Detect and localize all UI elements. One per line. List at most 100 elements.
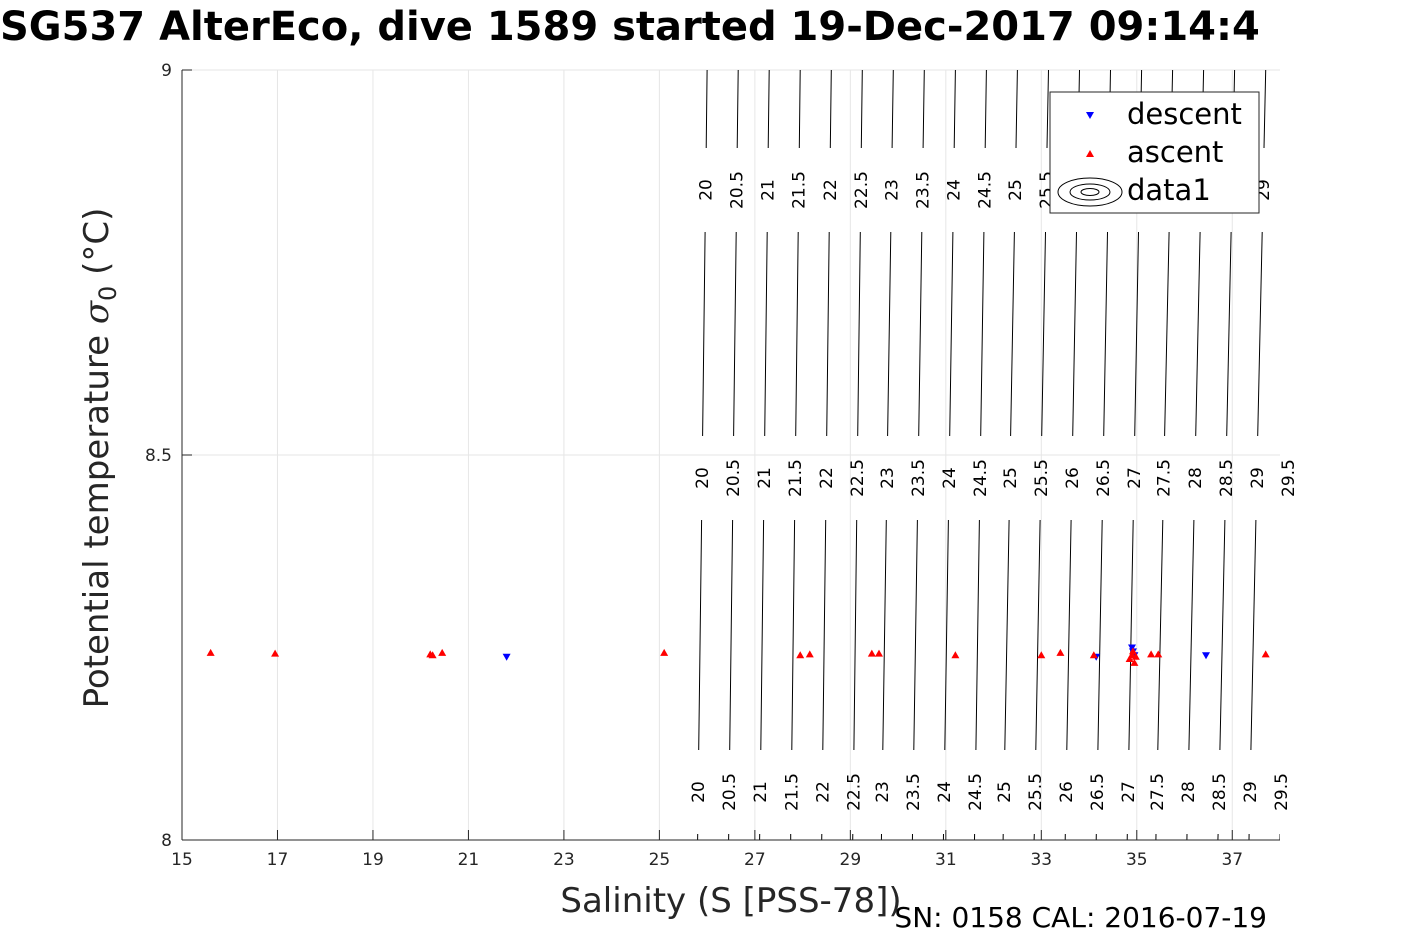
contour-label: 28.5 [1217, 459, 1237, 497]
contour-label: 25 [1006, 179, 1026, 201]
footer-serial-cal: SN: 0158 CAL: 2016-07-19 [894, 901, 1267, 934]
legend-data1-label: data1 [1127, 173, 1211, 207]
ascent-marker [1154, 650, 1163, 658]
ascent-marker [428, 651, 437, 659]
contour-label: 26 [1057, 781, 1077, 803]
legend-contour-icon [1057, 177, 1123, 207]
contour-label: 22 [813, 781, 833, 803]
contour-line [697, 70, 708, 840]
descent-marker [1128, 644, 1137, 652]
contour-label: 24.5 [976, 171, 996, 209]
contour-line [728, 70, 739, 840]
contour-label: 22.5 [852, 171, 872, 209]
y-axis-label-subscript: 0 [94, 286, 122, 301]
contour-label: 20 [689, 781, 709, 803]
contour-label: 22.5 [848, 459, 868, 497]
legend-ascent-label: ascent [1127, 135, 1223, 169]
x-tick-label: 27 [744, 850, 766, 870]
x-tick-label: 17 [267, 850, 289, 870]
ascent-marker [874, 649, 883, 657]
contour-label: 22 [817, 467, 837, 489]
contour-label: 23 [873, 781, 893, 803]
legend-descent-label: descent [1127, 97, 1242, 131]
contour-line [880, 70, 894, 840]
x-tick-label: 35 [1126, 850, 1148, 870]
contour-label: 26.5 [1094, 459, 1114, 497]
contour-label: 23.5 [914, 171, 934, 209]
contour-label: 22 [821, 179, 841, 201]
contour-label: 26 [1063, 467, 1083, 489]
x-tick-label: 21 [458, 850, 480, 870]
contour-label: 28 [1186, 467, 1206, 489]
data-layer [206, 644, 1270, 666]
ascent-marker [1056, 648, 1065, 656]
contour-line [911, 70, 925, 840]
contour-label: 23.5 [909, 459, 929, 497]
descent-marker [502, 653, 511, 661]
contour-label: 24 [935, 781, 955, 803]
legend-descent-marker [1086, 112, 1094, 119]
contour-label: 21 [751, 781, 771, 803]
y-axis-label-main: Potential temperature [77, 324, 117, 708]
contour-line [1033, 70, 1049, 840]
ascent-marker [206, 648, 215, 656]
ascent-marker [1261, 650, 1270, 658]
contour-line [1279, 833, 1280, 840]
contour-label: 20.5 [720, 773, 740, 811]
contour-label: 20 [693, 467, 713, 489]
contour-line [852, 70, 863, 840]
contour-line [1002, 70, 1018, 840]
ticks-layer: 15 17 19 21 23 25 27 29 31 33 35 37 8 8.5 9 [145, 61, 1243, 870]
legend: descent ascent data1 [1049, 91, 1260, 214]
ascent-marker [438, 648, 447, 656]
y-tick-label: 8.5 [145, 446, 172, 466]
ascent-marker [796, 651, 805, 659]
contour-label: 28.5 [1210, 773, 1230, 811]
ascent-marker [1147, 650, 1156, 658]
ascent-marker [1125, 655, 1134, 663]
y-axis-label: Potential temperature σ0 (°C) [77, 208, 122, 709]
contour-line [821, 70, 832, 840]
contour-label: 29.5 [1279, 459, 1299, 497]
ascent-marker [805, 650, 814, 658]
contour-label: 24.5 [966, 773, 986, 811]
contour-line [759, 70, 770, 840]
x-tick-label: 23 [553, 850, 575, 870]
ascent-marker [1128, 647, 1137, 655]
contour-label: 29.5 [1272, 773, 1292, 811]
contour-line [1248, 70, 1267, 840]
contour-label: 25 [995, 781, 1015, 803]
contour-line [790, 70, 801, 840]
x-tick-label: 19 [362, 850, 384, 870]
ascent-marker [951, 651, 960, 659]
x-tick-label: 33 [1030, 850, 1052, 870]
legend-box [1049, 91, 1260, 214]
contour-label: 21.5 [786, 459, 806, 497]
ascent-marker [1037, 651, 1046, 659]
contour-label: 22.5 [844, 773, 864, 811]
contour-label: 28 [1179, 781, 1199, 803]
axes-layer [181, 69, 1280, 841]
y-tick-label: 8 [161, 831, 172, 851]
contour-label: 20.5 [728, 171, 748, 209]
ascent-marker [1089, 651, 1098, 659]
ascent-marker [867, 649, 876, 657]
ascent-marker [1130, 658, 1139, 666]
contour-label: 20.5 [724, 459, 744, 497]
ascent-marker [271, 649, 280, 657]
contour-label: 21.5 [790, 171, 810, 209]
legend-ascent-marker [1086, 150, 1094, 157]
contour-label: 27.5 [1148, 773, 1168, 811]
contour-label: 24 [945, 179, 965, 201]
ascent-marker [1131, 652, 1140, 660]
contour-label: 26.5 [1088, 773, 1108, 811]
contour-label: 21 [755, 467, 775, 489]
contour-label: 27.5 [1155, 459, 1175, 497]
contour-label: 25.5 [1032, 459, 1052, 497]
contour-label: 21 [759, 179, 779, 201]
contour-label: 20 [697, 179, 717, 201]
contour-label: 21.5 [782, 773, 802, 811]
contour-label: 24 [940, 467, 960, 489]
ascent-marker [660, 648, 669, 656]
